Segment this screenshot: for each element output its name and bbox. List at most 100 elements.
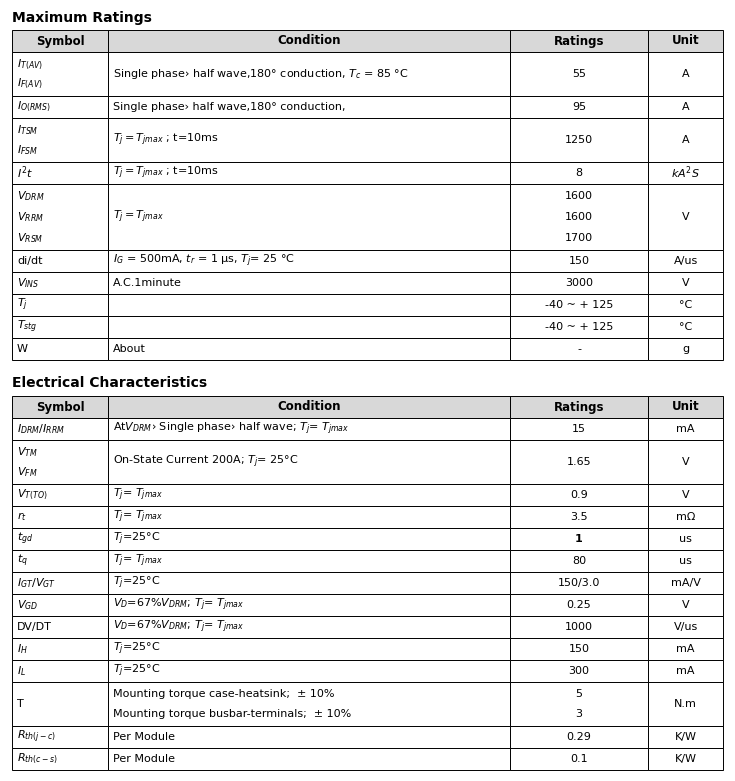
Text: -40 ~ + 125: -40 ~ + 125 [545,300,613,310]
Text: Condition: Condition [277,34,340,48]
Bar [108,638,509,660]
Text: 1700: 1700 [565,233,593,243]
Bar [509,638,648,660]
Text: g: g [682,344,689,354]
Text: mA: mA [676,666,695,676]
Text: A: A [682,69,689,79]
Bar [108,418,509,440]
Text: $V_D$=67%$V_{DRM}$; $T_j$= $T_{jmax}$: $V_D$=67%$V_{DRM}$; $T_j$= $T_{jmax}$ [113,619,244,635]
Bar [648,418,723,440]
Bar [12,272,108,294]
Text: Symbol: Symbol [36,34,85,48]
Text: Single phase› half wave,180° conduction,: Single phase› half wave,180° conduction, [113,102,345,112]
Text: $I^2t$: $I^2t$ [17,165,33,181]
Text: 1.65: 1.65 [567,457,592,467]
Bar [12,440,108,484]
Bar [509,162,648,184]
Bar [509,184,648,250]
Text: $V_{FM}$: $V_{FM}$ [17,465,37,479]
Text: 5: 5 [576,690,583,699]
Text: °C: °C [679,300,692,310]
Bar [648,594,723,616]
Bar [648,52,723,96]
Bar [108,250,509,272]
Bar [648,748,723,770]
Bar [12,396,108,418]
Text: $V_{RRM}$: $V_{RRM}$ [17,210,44,224]
Text: $I_H$: $I_H$ [17,642,28,656]
Bar [648,316,723,338]
Bar [108,682,509,726]
Text: us: us [679,556,692,566]
Text: 1600: 1600 [565,191,593,201]
Bar [509,550,648,572]
Bar [12,418,108,440]
Text: $r_t$: $r_t$ [17,511,27,523]
Text: K/W: K/W [675,754,697,764]
Text: K/W: K/W [675,732,697,742]
Text: di/dt: di/dt [17,256,43,266]
Text: $V_{RSM}$: $V_{RSM}$ [17,231,43,245]
Text: us: us [679,534,692,544]
Bar [648,726,723,748]
Bar [12,616,108,638]
Text: $T_j$=25°C: $T_j$=25°C [113,663,160,679]
Text: 8: 8 [576,168,583,178]
Text: $I_{F(AV)}$: $I_{F(AV)}$ [17,77,43,91]
Text: $I_{O(RMS)}$: $I_{O(RMS)}$ [17,100,51,114]
Bar [108,272,509,294]
Bar [108,748,509,770]
Bar [12,162,108,184]
Text: V/us: V/us [673,622,698,632]
Bar [509,440,648,484]
Text: $T_j= T_{jmax}$: $T_j= T_{jmax}$ [113,209,164,225]
Bar [648,96,723,118]
Text: $I_L$: $I_L$ [17,664,26,678]
Text: $T_{stg}$: $T_{stg}$ [17,319,37,335]
Bar [509,682,648,726]
Text: $R_{th(j-c)}$: $R_{th(j-c)}$ [17,729,56,745]
Bar [108,396,509,418]
Text: $I_{TSM}$: $I_{TSM}$ [17,123,38,137]
Bar [108,528,509,550]
Bar [12,528,108,550]
Bar [648,638,723,660]
Bar [648,272,723,294]
Bar [648,162,723,184]
Text: mA: mA [676,424,695,434]
Text: °C: °C [679,322,692,332]
Bar [108,162,509,184]
Bar [108,726,509,748]
Bar [108,484,509,506]
Bar [12,338,108,360]
Text: 95: 95 [572,102,586,112]
Text: A: A [682,102,689,112]
Bar [12,30,108,52]
Bar [12,682,108,726]
Text: $V_{GD}$: $V_{GD}$ [17,598,38,612]
Text: V: V [682,278,689,288]
Text: 0.9: 0.9 [570,490,588,500]
Text: V: V [682,212,689,222]
Bar [648,294,723,316]
Text: $V_{T(TO)}$: $V_{T(TO)}$ [17,488,48,502]
Bar [648,616,723,638]
Bar [108,316,509,338]
Bar [648,506,723,528]
Text: $V_{DRM}$: $V_{DRM}$ [17,189,45,203]
Bar [12,638,108,660]
Bar [509,506,648,528]
Text: Electrical Characteristics: Electrical Characteristics [12,376,207,390]
Text: 80: 80 [572,556,586,566]
Bar [108,96,509,118]
Bar [509,30,648,52]
Bar [12,294,108,316]
Bar [108,294,509,316]
Bar [509,96,648,118]
Text: N.m: N.m [674,699,697,709]
Text: 0.1: 0.1 [570,754,588,764]
Text: $kA^2S$: $kA^2S$ [671,165,700,181]
Bar [12,726,108,748]
Text: Mounting torque case-heatsink;  ± 10%: Mounting torque case-heatsink; ± 10% [113,690,334,699]
Bar [648,250,723,272]
